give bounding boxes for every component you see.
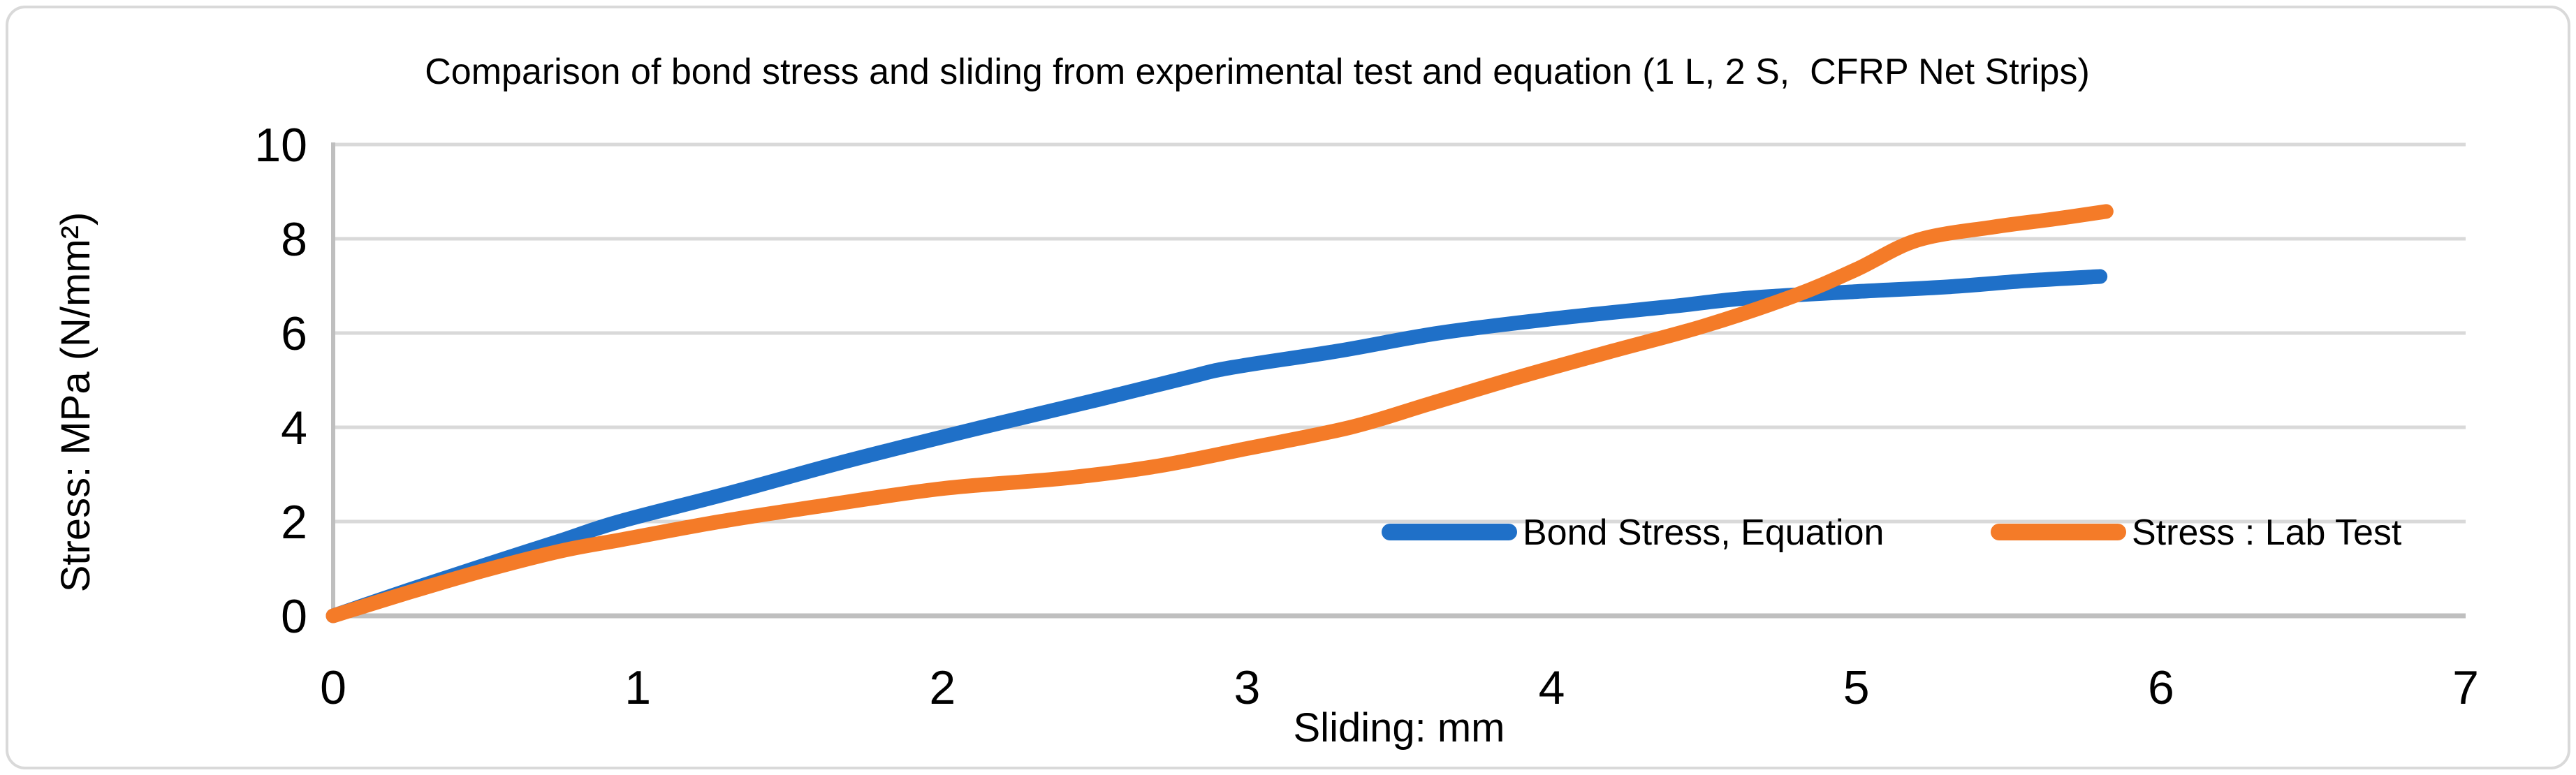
curves bbox=[325, 204, 2114, 623]
y-tick-label: 6 bbox=[281, 307, 307, 360]
x-tick-label: 3 bbox=[1234, 661, 1261, 714]
x-tick-label: 6 bbox=[2148, 661, 2174, 714]
tick-labels: 0 1 2 3 4 5 6 7 0 2 4 6 8 10 bbox=[254, 119, 2479, 714]
x-tick-label: 2 bbox=[929, 661, 956, 714]
chart-title: Comparison of bond stress and sliding fr… bbox=[425, 52, 2090, 92]
legend: Bond Stress, Equation Stress : Lab Test bbox=[1382, 512, 2402, 553]
y-tick-label: 2 bbox=[281, 496, 307, 549]
y-axis-title: Stress: MPa (N/mm²) bbox=[53, 212, 98, 593]
x-tick-label: 7 bbox=[2452, 661, 2479, 714]
legend-label-stress-lab-test: Stress : Lab Test bbox=[2132, 512, 2402, 553]
curve-bond-stress-equation bbox=[325, 269, 2108, 623]
x-tick-label: 4 bbox=[1539, 661, 1565, 714]
x-tick-label: 5 bbox=[1843, 661, 1870, 714]
legend-label-bond-stress-equation: Bond Stress, Equation bbox=[1523, 512, 1884, 553]
y-tick-label: 4 bbox=[281, 401, 307, 455]
x-axis-title: Sliding: mm bbox=[1294, 705, 1505, 751]
y-tick-label: 10 bbox=[254, 119, 307, 172]
x-tick-label: 1 bbox=[624, 661, 651, 714]
figure-border bbox=[6, 6, 2570, 769]
x-tick-label: 0 bbox=[320, 661, 346, 714]
axes bbox=[331, 142, 2466, 619]
y-tick-label: 0 bbox=[281, 590, 307, 643]
y-tick-label: 8 bbox=[281, 213, 307, 266]
curve-stress-lab-test bbox=[325, 204, 2114, 623]
